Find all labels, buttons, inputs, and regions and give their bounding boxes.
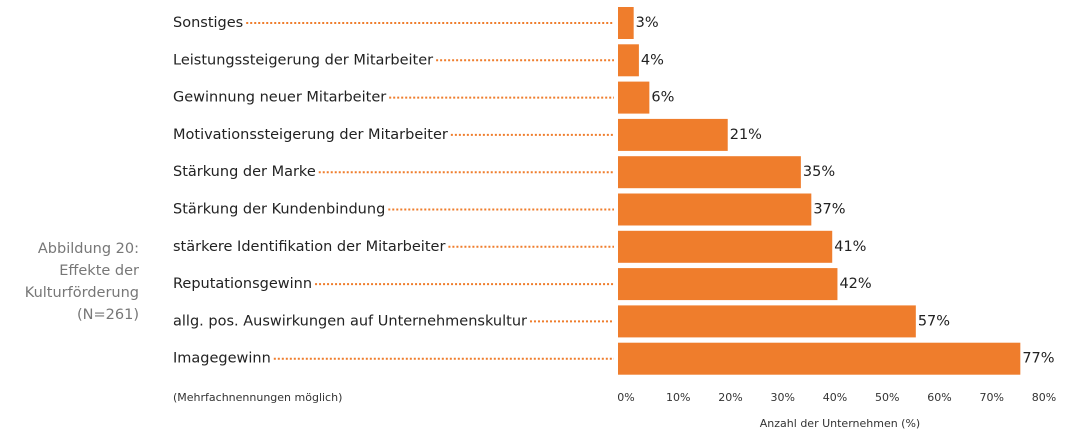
category-label: Stärkung der Kundenbindung [173, 202, 385, 218]
note: (Mehrfachnennungen möglich) [173, 391, 342, 404]
value-label: 21% [730, 127, 762, 143]
bar [618, 118, 728, 151]
category-label: Gewinnung neuer Mitarbeiter [173, 90, 386, 106]
x-tick-label: 50% [875, 391, 899, 404]
x-tick-label: 0% [617, 391, 634, 404]
x-tick-label: 80% [1032, 391, 1056, 404]
bar [618, 156, 801, 189]
category-label: allg. pos. Auswirkungen auf Unternehmens… [173, 313, 527, 329]
caption-line: (N=261) [77, 307, 139, 323]
category-label: Leistungssteigerung der Mitarbeiter [173, 52, 433, 68]
value-label: 35% [803, 164, 835, 180]
caption-line: Kulturförderung [25, 285, 139, 301]
value-label: 37% [813, 202, 845, 218]
bar [618, 305, 916, 338]
bar [618, 81, 650, 114]
category-label: stärkere Identifikation der Mitarbeiter [173, 239, 445, 255]
x-tick-label: 40% [823, 391, 847, 404]
x-axis-label: Anzahl der Unternehmen (%) [760, 417, 920, 430]
caption-line: Effekte der [59, 263, 139, 279]
value-label: 4% [641, 52, 664, 68]
x-tick-label: 20% [718, 391, 742, 404]
value-label: 42% [839, 276, 871, 292]
category-label: Reputationsgewinn [173, 276, 312, 292]
category-label: Sonstiges [173, 15, 243, 31]
value-label: 3% [636, 15, 659, 31]
x-tick-label: 10% [666, 391, 690, 404]
category-label: Imagegewinn [173, 351, 271, 367]
bar [618, 268, 838, 301]
x-tick-label: 30% [771, 391, 795, 404]
value-label: 41% [834, 239, 866, 255]
bar [618, 230, 833, 263]
x-tick-label: 70% [980, 391, 1004, 404]
value-label: 77% [1022, 351, 1054, 367]
x-tick-label: 60% [927, 391, 951, 404]
bar [618, 7, 634, 39]
category-label: Motivationssteigerung der Mitarbeiter [173, 127, 448, 143]
bar [618, 342, 1021, 375]
value-label: 6% [651, 90, 674, 106]
category-label: Stärkung der Marke [173, 164, 316, 180]
bar [618, 44, 639, 77]
bar [618, 193, 812, 226]
value-label: 57% [918, 313, 950, 329]
caption-line: Abbildung 20: [38, 241, 139, 257]
